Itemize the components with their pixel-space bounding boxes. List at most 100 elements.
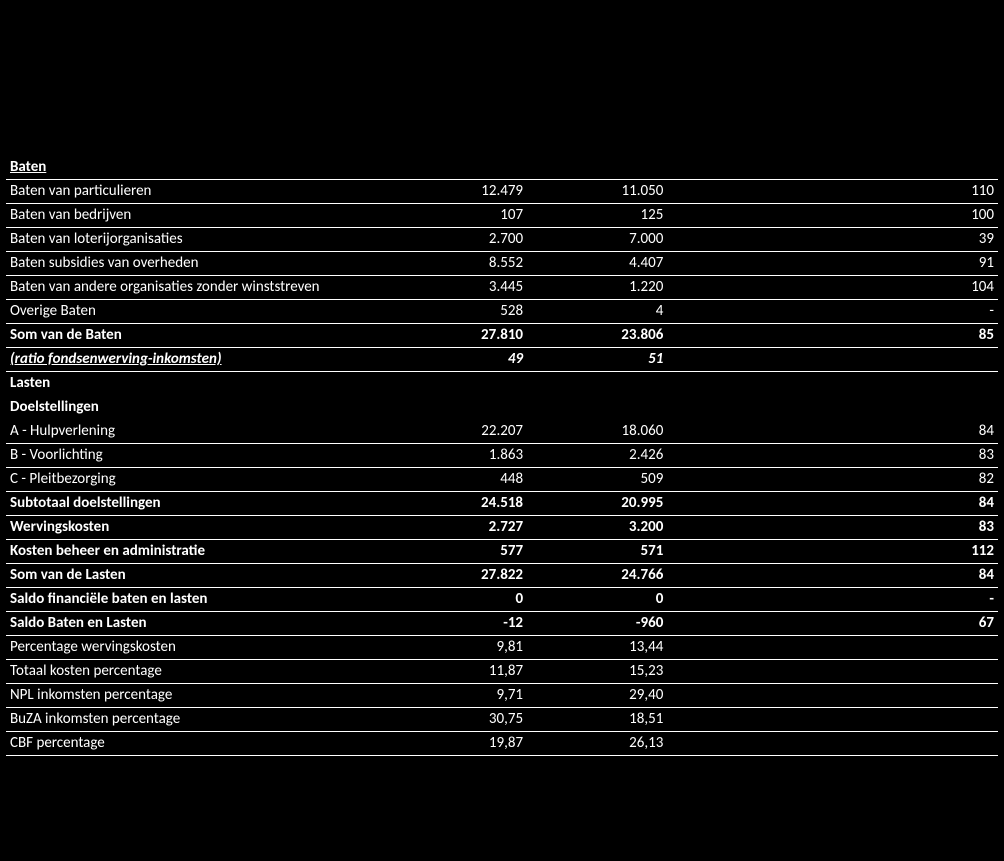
table-row: Baten van loterijorganisaties2.7007.0003… — [6, 227, 998, 251]
table-row: Saldo financiële baten en lasten00- — [6, 587, 998, 611]
row-value: 85 — [878, 323, 998, 347]
gap-cell — [667, 443, 877, 467]
row-value: 84 — [878, 563, 998, 587]
table-row: Subtotaal doelstellingen24.51820.99584 — [6, 491, 998, 515]
row-label: Baten van andere organisaties zonder win… — [6, 275, 387, 299]
financial-table-container: BatenBaten van particulieren12.47911.050… — [0, 0, 1004, 766]
row-value: 104 — [878, 275, 998, 299]
row-label: Saldo Baten en Lasten — [6, 611, 387, 635]
gap-cell — [667, 227, 877, 251]
row-value: 2.426 — [527, 443, 667, 467]
table-row: Baten van andere organisaties zonder win… — [6, 275, 998, 299]
row-value: -12 — [387, 611, 527, 635]
row-value: 91 — [878, 251, 998, 275]
row-value: 528 — [387, 299, 527, 323]
gap-cell — [667, 179, 877, 203]
row-label: Baten subsidies van overheden — [6, 251, 387, 275]
row-label: B - Voorlichting — [6, 443, 387, 467]
gap-cell — [667, 731, 877, 755]
row-value: 3.200 — [527, 515, 667, 539]
row-value: 82 — [878, 467, 998, 491]
row-label: Kosten beheer en administratie — [6, 539, 387, 563]
row-label: Totaal kosten percentage — [6, 659, 387, 683]
row-value: 112 — [878, 539, 998, 563]
row-value: 83 — [878, 443, 998, 467]
gap-cell — [667, 395, 877, 419]
row-value: 12.479 — [387, 179, 527, 203]
table-row: Overige Baten5284- — [6, 299, 998, 323]
financial-table: BatenBaten van particulieren12.47911.050… — [6, 155, 998, 756]
table-row: NPL inkomsten percentage9,7129,40 — [6, 683, 998, 707]
row-value: 3.445 — [387, 275, 527, 299]
table-row: (ratio fondsenwerving-inkomsten)4951 — [6, 347, 998, 371]
table-row: Wervingskosten2.7273.20083 — [6, 515, 998, 539]
gap-cell — [667, 707, 877, 731]
row-value — [878, 395, 998, 419]
row-value: 27.822 — [387, 563, 527, 587]
table-row: Baten — [6, 155, 998, 179]
row-value — [878, 707, 998, 731]
table-row: Percentage wervingskosten9,8113,44 — [6, 635, 998, 659]
row-value — [878, 683, 998, 707]
row-label: A - Hulpverlening — [6, 419, 387, 443]
row-value: 39 — [878, 227, 998, 251]
row-value: 2.700 — [387, 227, 527, 251]
row-value: 67 — [878, 611, 998, 635]
row-label: Baten van particulieren — [6, 179, 387, 203]
row-value: 4.407 — [527, 251, 667, 275]
table-row: Som van de Lasten27.82224.76684 — [6, 563, 998, 587]
row-value — [878, 371, 998, 395]
row-label: Som van de Lasten — [6, 563, 387, 587]
row-value — [387, 155, 527, 179]
row-value: 11,87 — [387, 659, 527, 683]
gap-cell — [667, 203, 877, 227]
row-value: 29,40 — [527, 683, 667, 707]
gap-cell — [667, 299, 877, 323]
row-value: 100 — [878, 203, 998, 227]
table-row: Som van de Baten27.81023.80685 — [6, 323, 998, 347]
row-value: 83 — [878, 515, 998, 539]
row-value — [878, 731, 998, 755]
row-label: Saldo financiële baten en lasten — [6, 587, 387, 611]
gap-cell — [667, 563, 877, 587]
row-value: 18,51 — [527, 707, 667, 731]
table-row: A - Hulpverlening22.20718.06084 — [6, 419, 998, 443]
row-value: 15,23 — [527, 659, 667, 683]
row-value: 26,13 — [527, 731, 667, 755]
row-value: 110 — [878, 179, 998, 203]
row-value: 23.806 — [527, 323, 667, 347]
table-row: C - Pleitbezorging44850982 — [6, 467, 998, 491]
gap-cell — [667, 275, 877, 299]
row-value: 19,87 — [387, 731, 527, 755]
row-value — [878, 347, 998, 371]
row-label: Som van de Baten — [6, 323, 387, 347]
row-value: 4 — [527, 299, 667, 323]
table-row: Kosten beheer en administratie577571112 — [6, 539, 998, 563]
row-value — [878, 659, 998, 683]
table-row: BuZA inkomsten percentage30,7518,51 — [6, 707, 998, 731]
row-value: 448 — [387, 467, 527, 491]
gap-cell — [667, 635, 877, 659]
row-value: 9,81 — [387, 635, 527, 659]
table-row: Lasten — [6, 371, 998, 395]
row-value: -960 — [527, 611, 667, 635]
row-value: 1.220 — [527, 275, 667, 299]
gap-cell — [667, 155, 877, 179]
row-label: NPL inkomsten percentage — [6, 683, 387, 707]
gap-cell — [667, 659, 877, 683]
table-row: CBF percentage19,8726,13 — [6, 731, 998, 755]
gap-cell — [667, 347, 877, 371]
row-label: Baten — [6, 155, 387, 179]
row-value: 7.000 — [527, 227, 667, 251]
table-row: Doelstellingen — [6, 395, 998, 419]
row-value: 0 — [387, 587, 527, 611]
gap-cell — [667, 539, 877, 563]
row-label: (ratio fondsenwerving-inkomsten) — [6, 347, 387, 371]
row-value: 84 — [878, 419, 998, 443]
row-label: Doelstellingen — [6, 395, 387, 419]
row-label: Wervingskosten — [6, 515, 387, 539]
row-value: 509 — [527, 467, 667, 491]
gap-cell — [667, 587, 877, 611]
row-value: 125 — [527, 203, 667, 227]
gap-cell — [667, 515, 877, 539]
